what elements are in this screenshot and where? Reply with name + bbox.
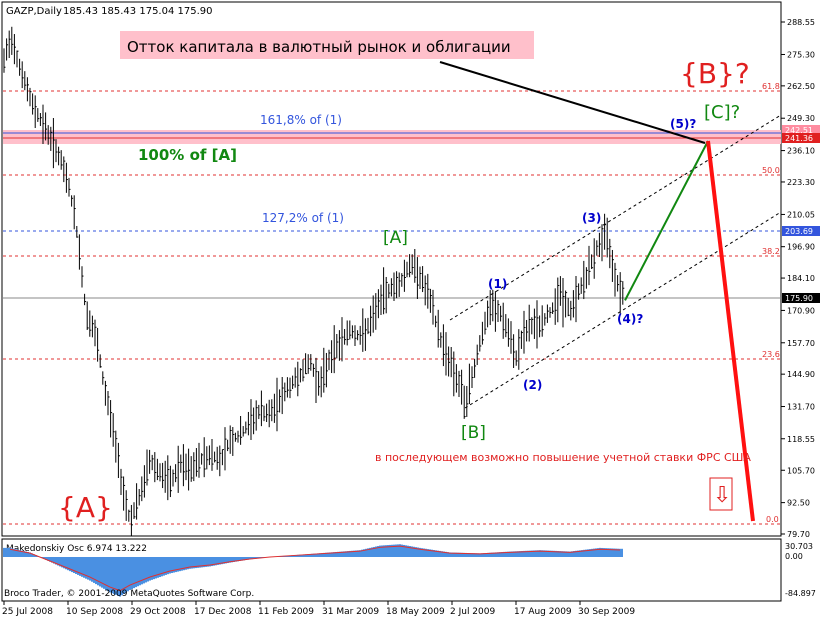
y-tick-label: 196.90 bbox=[787, 243, 815, 252]
fib-1618-label: 161,8% of (1) bbox=[260, 113, 342, 127]
fib-target-band bbox=[3, 130, 781, 144]
y-tick-label: 144.90 bbox=[787, 370, 815, 379]
y-tick-label: 262.50 bbox=[787, 82, 815, 91]
badge-b3: 203.69 bbox=[785, 227, 813, 236]
fib-levels: 61.8 50.0 38.2 23.6 0.0 bbox=[3, 82, 781, 525]
price-bars bbox=[3, 26, 625, 536]
ohlc-label: 185.43 185.43 175.04 175.90 bbox=[63, 6, 213, 17]
wave-1-label: (1) bbox=[488, 277, 507, 291]
y-tick-label: 249.30 bbox=[787, 114, 815, 123]
y-tick-label: 105.70 bbox=[787, 466, 815, 475]
wave-B-small-label: [B] bbox=[461, 423, 486, 443]
x-axis: 25 Jul 2008 10 Sep 2008 29 Oct 2008 17 Dec … bbox=[2, 601, 635, 617]
osc-tick-bottom: -84.897 bbox=[785, 589, 816, 598]
wave-5-label: (5)? bbox=[670, 117, 696, 131]
x-tick-label: 30 Sep 2009 bbox=[578, 607, 635, 617]
y-tick-label: 157.70 bbox=[787, 339, 815, 348]
wave-4-label: (4)? bbox=[617, 312, 643, 326]
x-tick-label: 10 Sep 2008 bbox=[66, 607, 123, 617]
x-tick-label: 17 Dec 2008 bbox=[194, 607, 252, 617]
down-arrow-icon: ⇩ bbox=[713, 483, 731, 508]
x-tick-label: 11 Feb 2009 bbox=[258, 607, 314, 617]
y-tick-label: 223.30 bbox=[787, 178, 815, 187]
down-arrow-box bbox=[709, 477, 733, 511]
oscillator-label: Makedonskiy Osc 6.974 13.222 bbox=[6, 544, 147, 554]
fib-label-382: 38.2 bbox=[762, 247, 780, 256]
badge-b3-bg bbox=[782, 226, 820, 236]
y-tick-label: 131.70 bbox=[787, 403, 815, 412]
annotation-pointer bbox=[439, 61, 706, 144]
y-tick-label: 79.70 bbox=[787, 530, 810, 539]
projected-decline bbox=[706, 140, 755, 522]
fib-label-0: 0.0 bbox=[766, 515, 779, 524]
channel-lower bbox=[464, 211, 782, 409]
x-tick-label: 2 Jul 2009 bbox=[450, 607, 495, 617]
x-tick-label: 18 May 2009 bbox=[386, 607, 445, 617]
x-tick-label: 31 Mar 2009 bbox=[322, 607, 379, 617]
symbol-label: GAZP,Daily bbox=[6, 6, 62, 17]
y-tick-label: 288.55 bbox=[787, 18, 815, 27]
fib-label-50: 50.0 bbox=[762, 166, 780, 175]
wave-A-big-label: {A} bbox=[58, 491, 113, 524]
osc-tick-zero: 0.00 bbox=[785, 552, 803, 561]
y-tick-label: 210.05 bbox=[787, 210, 815, 219]
wave-C-label: [C]? bbox=[704, 102, 740, 123]
y-tick-label: 118.55 bbox=[787, 435, 815, 444]
fib-label-618: 61.8 bbox=[762, 82, 780, 91]
y-axis: 288.55 275.30 262.50 249.30 236.10 223.30 210.… bbox=[781, 18, 815, 539]
wave-3-label: (3) bbox=[582, 211, 601, 225]
wave-B-big-label: {B}? bbox=[680, 57, 750, 90]
badge-b1-bg bbox=[782, 125, 820, 135]
y-tick-label: 275.30 bbox=[787, 50, 815, 59]
wave-2-label: (2) bbox=[523, 378, 542, 392]
y-tick-label: 92.50 bbox=[787, 499, 810, 508]
x-tick-label: 17 Aug 2009 bbox=[514, 607, 572, 617]
projected-wave-c bbox=[624, 140, 709, 301]
hundred-pct-label: 100% of [A] bbox=[138, 146, 237, 164]
outflow-label-bg bbox=[120, 31, 534, 59]
channel-upper bbox=[449, 114, 782, 321]
badge-b2-bg bbox=[782, 133, 820, 143]
outflow-label: Отток капитала в валютный рынок и облига… bbox=[127, 38, 511, 56]
badge-last: 175.90 bbox=[785, 294, 813, 303]
fib-1272-label: 127,2% of (1) bbox=[262, 211, 344, 225]
fib-label-236: 23.6 bbox=[762, 350, 780, 359]
osc-tick-top: 30.703 bbox=[785, 542, 813, 551]
wave-A-small-label: [A] bbox=[383, 228, 408, 248]
x-tick-label: 29 Oct 2008 bbox=[130, 607, 186, 617]
y-tick-label: 236.10 bbox=[787, 147, 815, 156]
osc-signal-line bbox=[9, 545, 621, 592]
badge-b1: 242.51 bbox=[785, 126, 813, 135]
y-tick-label: 170.90 bbox=[787, 306, 815, 315]
badge-last-bg bbox=[782, 293, 820, 303]
x-tick-label: 25 Jul 2008 bbox=[2, 607, 53, 617]
fed-note: в последующем возможно повышение учетной… bbox=[375, 451, 751, 464]
badge-b2: 241.36 bbox=[785, 134, 813, 143]
oscillator-plot bbox=[3, 544, 623, 597]
footer-copyright: Broco Trader, © 2001-2009 MetaQuotes Sof… bbox=[4, 589, 254, 599]
y-tick-label: 184.10 bbox=[787, 274, 815, 283]
